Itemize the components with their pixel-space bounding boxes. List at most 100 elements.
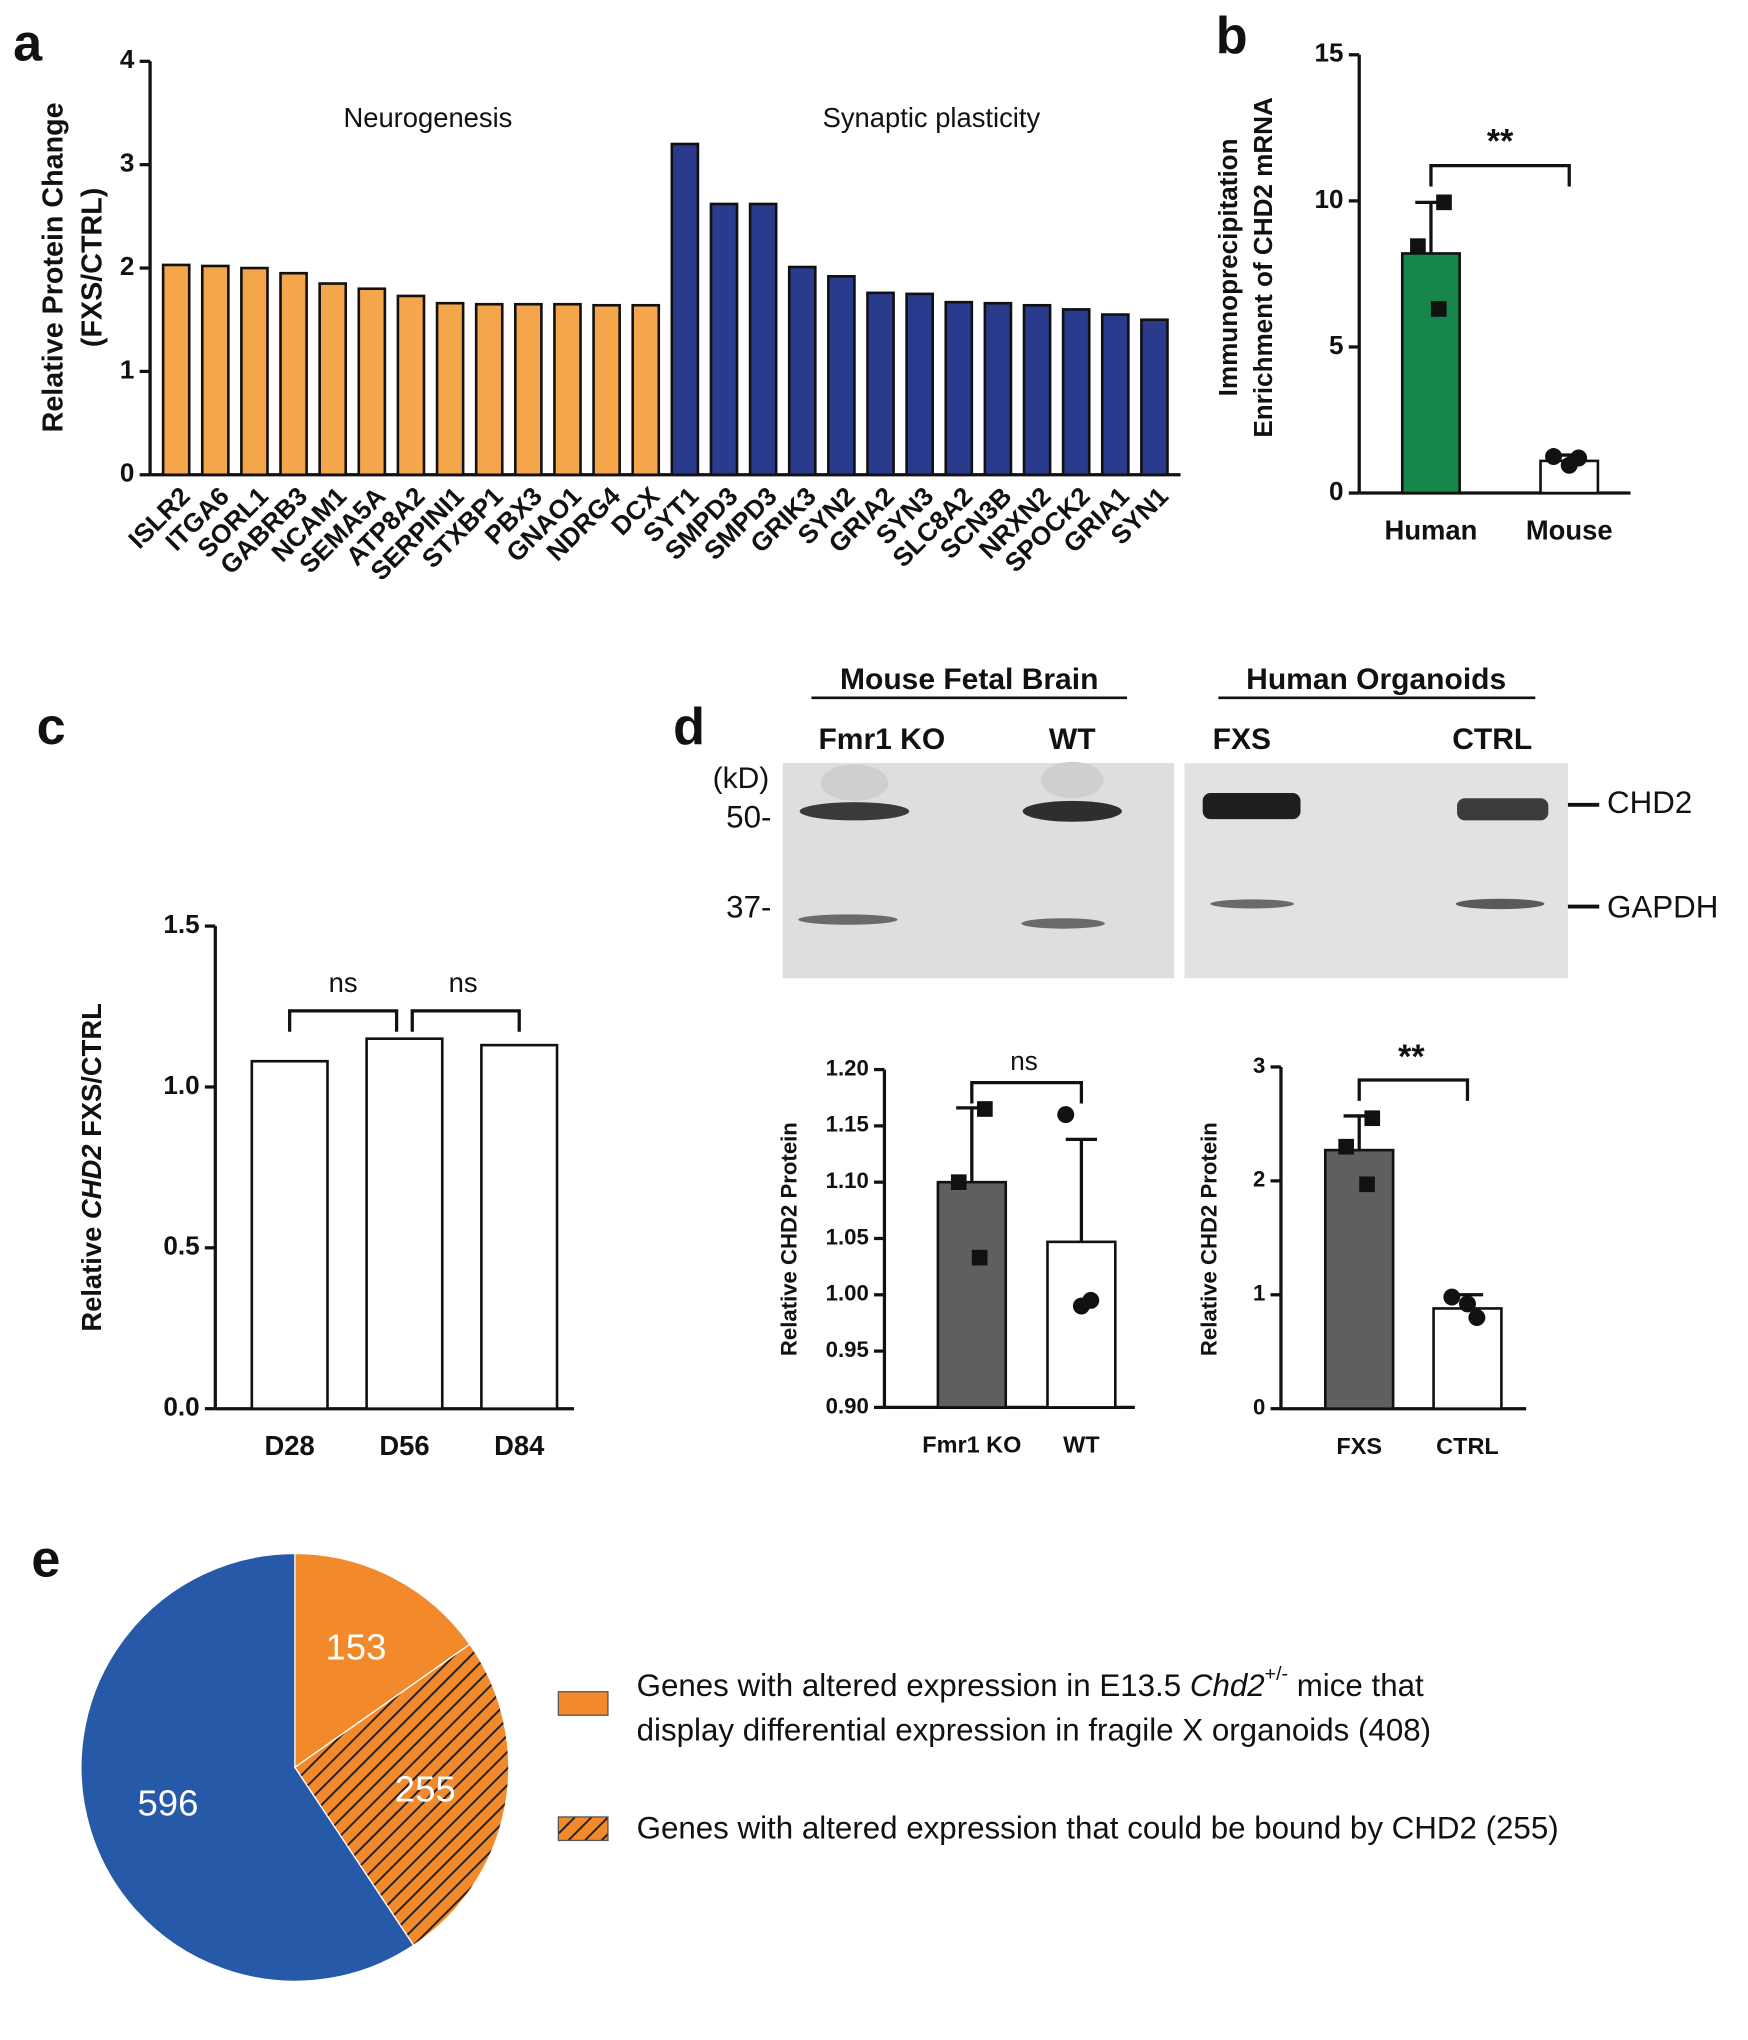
blot-band bbox=[1455, 898, 1545, 910]
data-point bbox=[1057, 1106, 1075, 1124]
blot-group: Human Organoids bbox=[1246, 663, 1506, 696]
legend-text: Genes with altered expression in E13.5 C… bbox=[637, 1663, 1424, 1703]
blot-band bbox=[1210, 899, 1294, 909]
bar bbox=[240, 266, 269, 477]
annotation: ** bbox=[1398, 1038, 1425, 1076]
annotation: ns bbox=[449, 967, 478, 998]
significance-bracket bbox=[1429, 164, 1571, 187]
bar bbox=[1046, 1240, 1117, 1409]
bar bbox=[709, 202, 739, 477]
data-point bbox=[1359, 1176, 1375, 1193]
x-tick-label: WT bbox=[1063, 1432, 1100, 1458]
bar bbox=[396, 294, 426, 477]
bar bbox=[1100, 313, 1130, 477]
data-point bbox=[1436, 194, 1452, 211]
data-point bbox=[971, 1249, 988, 1266]
annotation: ** bbox=[1487, 122, 1514, 160]
data-point bbox=[950, 1174, 967, 1190]
x-tick-label: D84 bbox=[494, 1430, 545, 1461]
y-tick-label: 2 bbox=[1253, 1167, 1265, 1192]
bar bbox=[357, 287, 387, 477]
legend-text: mice that bbox=[1288, 1668, 1424, 1703]
y-tick-label: 1.20 bbox=[826, 1055, 869, 1080]
bar bbox=[279, 271, 308, 477]
y-axis-label: Relative CHD2 Protein bbox=[1196, 1122, 1221, 1356]
y-axis-label: Relative bbox=[76, 1219, 107, 1332]
bar bbox=[827, 275, 856, 477]
y-tick-label: 0.95 bbox=[826, 1337, 869, 1362]
x-tick-label: Fmr1 KO bbox=[922, 1432, 1021, 1458]
y-axis-label: Relative CHD2 FXS/CTRL bbox=[76, 1003, 107, 1332]
y-tick-label: 1.05 bbox=[826, 1224, 869, 1249]
bar bbox=[1324, 1148, 1395, 1411]
y-tick-label: 1.5 bbox=[163, 909, 199, 939]
lane-label: FXS bbox=[1213, 723, 1271, 756]
y-tick-label: 0 bbox=[1329, 476, 1344, 506]
data-point bbox=[1459, 1295, 1476, 1313]
bar bbox=[748, 202, 778, 477]
y-axis-label: FXS/CTRL bbox=[76, 1003, 107, 1144]
bar bbox=[936, 1180, 1008, 1409]
y-tick-label: 1.10 bbox=[826, 1168, 869, 1193]
bar bbox=[631, 303, 661, 477]
significance-bracket bbox=[410, 1009, 521, 1032]
band-label: GAPDH bbox=[1607, 889, 1718, 924]
y-tick-label: 1.15 bbox=[826, 1112, 869, 1137]
data-point bbox=[1364, 1110, 1381, 1127]
pie-slice bbox=[80, 1552, 415, 1982]
bar bbox=[161, 263, 191, 477]
bar bbox=[1061, 308, 1091, 477]
data-point bbox=[1545, 448, 1563, 465]
slice-label: 255 bbox=[395, 1768, 456, 1809]
bar bbox=[787, 265, 817, 477]
panel-label: e bbox=[31, 1530, 60, 1588]
x-tick-label: Mouse bbox=[1526, 514, 1613, 545]
y-tick-label: 3 bbox=[120, 148, 135, 178]
lane-label: CTRL bbox=[1452, 723, 1532, 756]
y-tick-label: 10 bbox=[1315, 184, 1344, 214]
data-point bbox=[1410, 238, 1426, 254]
annotation: Synaptic plasticity bbox=[823, 102, 1041, 133]
y-tick-label: 4 bbox=[120, 44, 135, 74]
bar bbox=[1022, 303, 1052, 477]
bar bbox=[592, 303, 621, 477]
data-point bbox=[1570, 449, 1588, 467]
western-blot: Mouse Fetal Brain Human Organoids Fmr1 K… bbox=[713, 663, 1718, 979]
y-tick-label: 1.0 bbox=[163, 1070, 199, 1100]
x-tick-label: D56 bbox=[379, 1430, 429, 1461]
panel-label: b bbox=[1216, 7, 1248, 65]
legend: Genes with altered expression in E13.5 C… bbox=[557, 1663, 1559, 1845]
bar bbox=[514, 302, 543, 477]
panel-label: d bbox=[673, 698, 705, 756]
lane-label: WT bbox=[1049, 723, 1096, 756]
y-tick-label: 3 bbox=[1253, 1053, 1265, 1078]
bar bbox=[944, 300, 974, 477]
blot-band bbox=[798, 914, 898, 925]
bar bbox=[474, 302, 504, 477]
size-marker: 37- bbox=[726, 889, 771, 924]
bar bbox=[670, 142, 700, 477]
y-axis-label: Enrichment of CHD2 mRNA bbox=[1248, 97, 1278, 438]
y-tick-label: 1.00 bbox=[826, 1281, 869, 1306]
size-unit: (kD) bbox=[713, 762, 770, 795]
pie-slice bbox=[293, 1643, 510, 1947]
y-tick-label: 0.5 bbox=[163, 1231, 199, 1261]
data-point bbox=[1443, 1288, 1461, 1306]
legend-text: +/- bbox=[1265, 1663, 1288, 1685]
y-axis-label: CHD2 bbox=[76, 1145, 107, 1220]
blot-band bbox=[1202, 793, 1301, 820]
size-marker: 50- bbox=[726, 799, 771, 834]
lane-label: Fmr1 KO bbox=[818, 723, 945, 756]
significance-bracket bbox=[288, 1009, 399, 1032]
slice-label: 596 bbox=[137, 1782, 198, 1823]
bar bbox=[250, 1059, 329, 1410]
y-tick-label: 0 bbox=[120, 458, 135, 488]
band-label: CHD2 bbox=[1607, 785, 1692, 820]
y-tick-label: 0.90 bbox=[826, 1393, 869, 1418]
x-tick-label: Human bbox=[1385, 514, 1478, 545]
y-axis-label: Relative CHD2 Protein bbox=[776, 1122, 801, 1356]
annotation: ns bbox=[329, 967, 358, 998]
x-tick-label: FXS bbox=[1336, 1433, 1382, 1459]
bar bbox=[905, 292, 935, 477]
